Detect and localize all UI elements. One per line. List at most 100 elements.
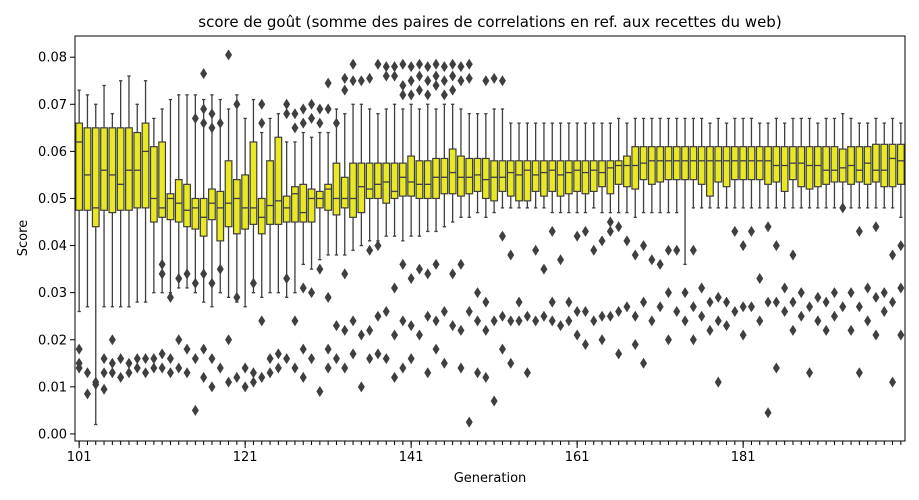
- iqr-box: [880, 143, 889, 188]
- iqr-box: [805, 146, 814, 190]
- box-generation-101: [75, 89, 84, 374]
- outlier-point: [274, 362, 282, 374]
- outlier-point: [200, 343, 208, 355]
- box-generation-116: [199, 68, 208, 383]
- outlier-point: [332, 320, 340, 332]
- outlier-point: [664, 244, 672, 256]
- box-generation-147: [457, 61, 465, 374]
- box-generation-150: [481, 75, 490, 383]
- iqr-box: [573, 160, 582, 193]
- outlier-point: [166, 367, 174, 379]
- outlier-point: [673, 244, 681, 256]
- outlier-point: [382, 61, 390, 73]
- box-generation-160: [564, 122, 573, 327]
- outlier-point: [781, 305, 789, 317]
- outlier-point: [490, 315, 498, 327]
- box-generation-166: [614, 117, 623, 360]
- outlier-point: [615, 348, 623, 360]
- outlier-point: [208, 353, 216, 365]
- outlier-point: [731, 225, 739, 237]
- box-generation-153: [506, 122, 515, 369]
- outlier-point: [689, 334, 697, 346]
- box-generation-185: [772, 117, 781, 374]
- box-generation-165: [606, 122, 615, 322]
- box-generation-115: [191, 94, 200, 416]
- outlier-point: [391, 371, 399, 383]
- outlier-point: [432, 315, 440, 327]
- box-generation-157: [540, 122, 548, 322]
- box-generation-170: [647, 117, 656, 327]
- outlier-point: [407, 320, 415, 332]
- outlier-point: [855, 225, 863, 237]
- box-generation-134: [349, 58, 357, 360]
- outlier-point: [598, 310, 606, 322]
- iqr-box: [813, 146, 822, 188]
- outlier-point: [183, 367, 191, 379]
- iqr-box: [116, 127, 125, 211]
- outlier-point: [465, 305, 473, 317]
- iqr-box: [83, 127, 92, 211]
- outlier-point: [407, 75, 415, 87]
- y-tick-label: 0.05: [38, 192, 67, 207]
- outlier-point: [465, 58, 473, 70]
- iqr-box: [208, 188, 216, 221]
- outlier-point: [158, 268, 166, 280]
- outlier-point: [449, 84, 457, 96]
- iqr-box: [415, 160, 424, 200]
- iqr-box: [614, 160, 623, 185]
- outlier-point: [208, 108, 216, 120]
- outlier-point: [175, 362, 183, 374]
- y-tick-label: 0.00: [38, 427, 67, 442]
- outlier-point: [166, 353, 174, 365]
- outlier-point: [482, 75, 490, 87]
- outlier-point: [274, 348, 282, 360]
- outlier-point: [241, 381, 249, 393]
- iqr-box: [241, 174, 250, 230]
- outlier-point: [225, 334, 233, 346]
- outlier-point: [349, 348, 357, 360]
- iqr-box: [390, 162, 399, 200]
- iqr-box: [307, 188, 316, 223]
- outlier-point: [640, 240, 648, 252]
- outlier-point: [324, 77, 332, 89]
- box-generation-126: [282, 98, 291, 365]
- outlier-point: [432, 258, 440, 270]
- iqr-box: [232, 179, 241, 235]
- iqr-box: [531, 160, 540, 193]
- outlier-point: [299, 343, 307, 355]
- iqr-box: [556, 160, 565, 197]
- outlier-point: [872, 329, 880, 341]
- outlier-point: [872, 221, 880, 233]
- outlier-point: [125, 367, 133, 379]
- outlier-point: [216, 263, 224, 275]
- outlier-point: [830, 287, 838, 299]
- outlier-point: [415, 329, 423, 341]
- iqr-box: [672, 146, 681, 181]
- outlier-point: [474, 315, 482, 327]
- outlier-point: [689, 244, 697, 256]
- outlier-point: [249, 376, 257, 388]
- box-generation-123: [257, 98, 266, 383]
- outlier-point: [739, 329, 747, 341]
- box-generation-102: [83, 94, 92, 400]
- outlier-point: [349, 75, 357, 87]
- outlier-point: [615, 305, 623, 317]
- outlier-point: [498, 310, 506, 322]
- box-generation-130: [315, 103, 324, 398]
- iqr-box: [423, 160, 432, 200]
- x-tick-label: 141: [399, 450, 424, 465]
- outlier-point: [324, 362, 332, 374]
- outlier-point: [108, 334, 116, 346]
- outlier-point: [415, 70, 423, 82]
- box-generation-146: [448, 58, 457, 332]
- y-axis-label: Score: [16, 220, 31, 256]
- outlier-point: [465, 72, 473, 84]
- outlier-point: [191, 353, 199, 365]
- iqr-box: [797, 146, 806, 188]
- outlier-point: [507, 249, 515, 261]
- outlier-point: [142, 367, 150, 379]
- y-tick-label: 0.08: [38, 51, 67, 66]
- outlier-point: [133, 353, 141, 365]
- box-generation-163: [589, 122, 598, 327]
- outlier-point: [291, 362, 299, 374]
